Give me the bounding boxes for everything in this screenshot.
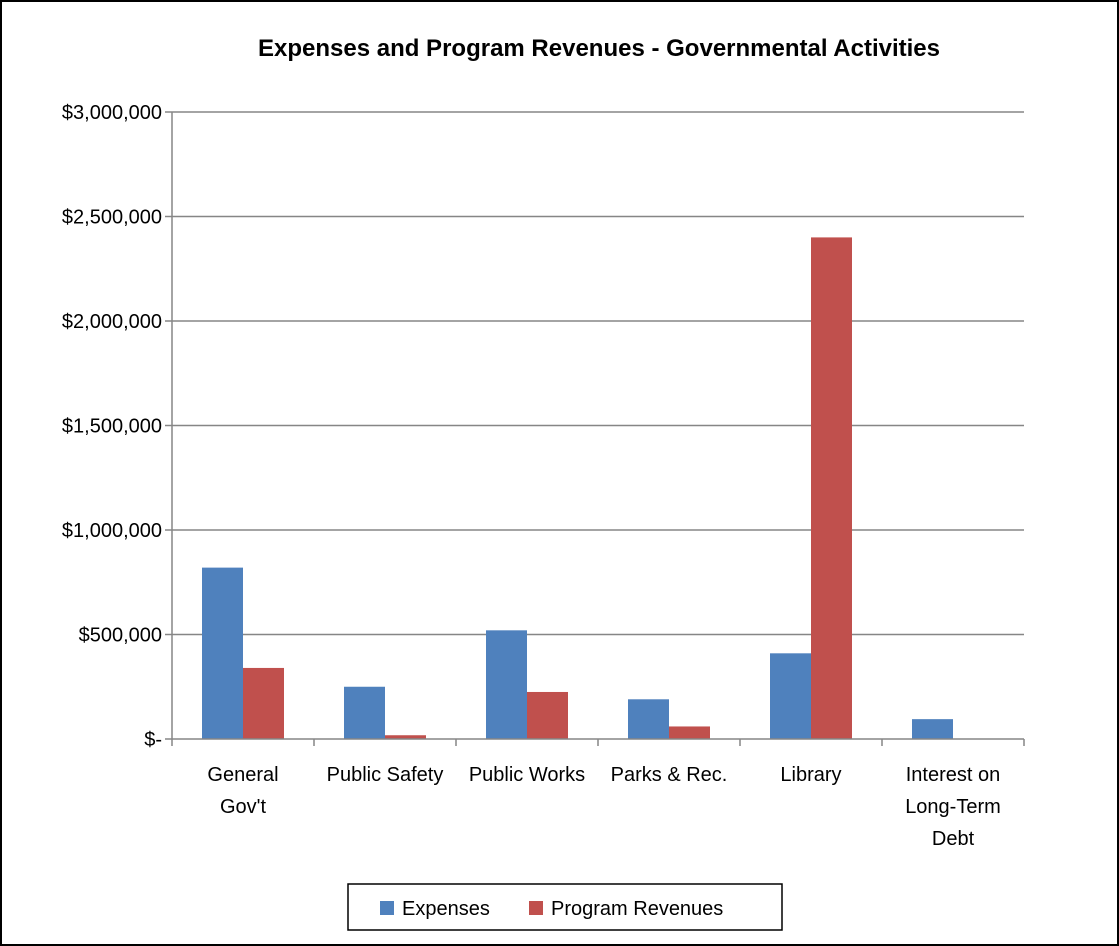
y-tick-label: $2,500,000	[62, 207, 162, 229]
bar-expenses	[486, 630, 527, 739]
legend-swatch	[380, 901, 394, 915]
bars	[202, 237, 953, 739]
x-category-label: Interest on Long-Term Debt	[905, 764, 1001, 850]
x-category-label-line: Interest on	[906, 764, 1001, 786]
x-category-label-line: Debt	[932, 828, 975, 850]
x-category-label: Public Works	[469, 764, 585, 786]
axes	[165, 111, 1025, 746]
bar-program-revenues	[527, 691, 568, 739]
x-category-label: Library	[780, 764, 841, 786]
x-category-label-line: Library	[780, 764, 841, 786]
x-category-label-line: Public Works	[469, 764, 585, 786]
bar-expenses	[770, 653, 811, 739]
y-tick-label: $2,000,000	[62, 311, 162, 333]
gridlines	[172, 111, 1024, 636]
bar-program-revenues	[811, 237, 852, 739]
x-category-label-line: Parks & Rec.	[611, 764, 728, 786]
chart-title: Expenses and Program Revenues - Governme…	[258, 35, 940, 62]
legend-swatch	[529, 901, 543, 915]
x-category-label: General Gov't	[207, 764, 278, 818]
y-tick-label: $1,000,000	[62, 520, 162, 542]
bar-program-revenues	[243, 667, 284, 739]
x-category-label: Public Safety	[327, 764, 444, 786]
legend-label: Expenses	[402, 898, 490, 920]
legend: Expenses Program Revenues	[347, 883, 783, 931]
legend-label: Program Revenues	[551, 898, 723, 920]
bar-expenses	[202, 567, 243, 739]
y-tick-label: $1,500,000	[62, 416, 162, 438]
x-category-label-line: Long-Term	[905, 796, 1001, 818]
y-tick-labels: $- $500,000 $1,000,000 $1,500,000 $2,000,000…	[62, 102, 162, 751]
bar-expenses	[628, 699, 669, 739]
x-category-label: Parks & Rec.	[611, 764, 728, 786]
bar-expenses	[344, 686, 385, 739]
bar-expenses	[912, 719, 953, 739]
bar-program-revenues	[385, 735, 426, 739]
y-tick-label: $500,000	[79, 625, 162, 647]
y-tick-label: $3,000,000	[62, 102, 162, 124]
x-category-label-line: General	[207, 764, 278, 786]
y-tick-label: $-	[144, 729, 162, 751]
legend-box	[347, 883, 783, 931]
bar-program-revenues	[669, 726, 710, 739]
x-category-labels: General Gov't Public Safety Public Works Par…	[207, 764, 1000, 850]
x-category-label-line: Gov't	[220, 796, 266, 818]
x-category-label-line: Public Safety	[327, 764, 444, 786]
